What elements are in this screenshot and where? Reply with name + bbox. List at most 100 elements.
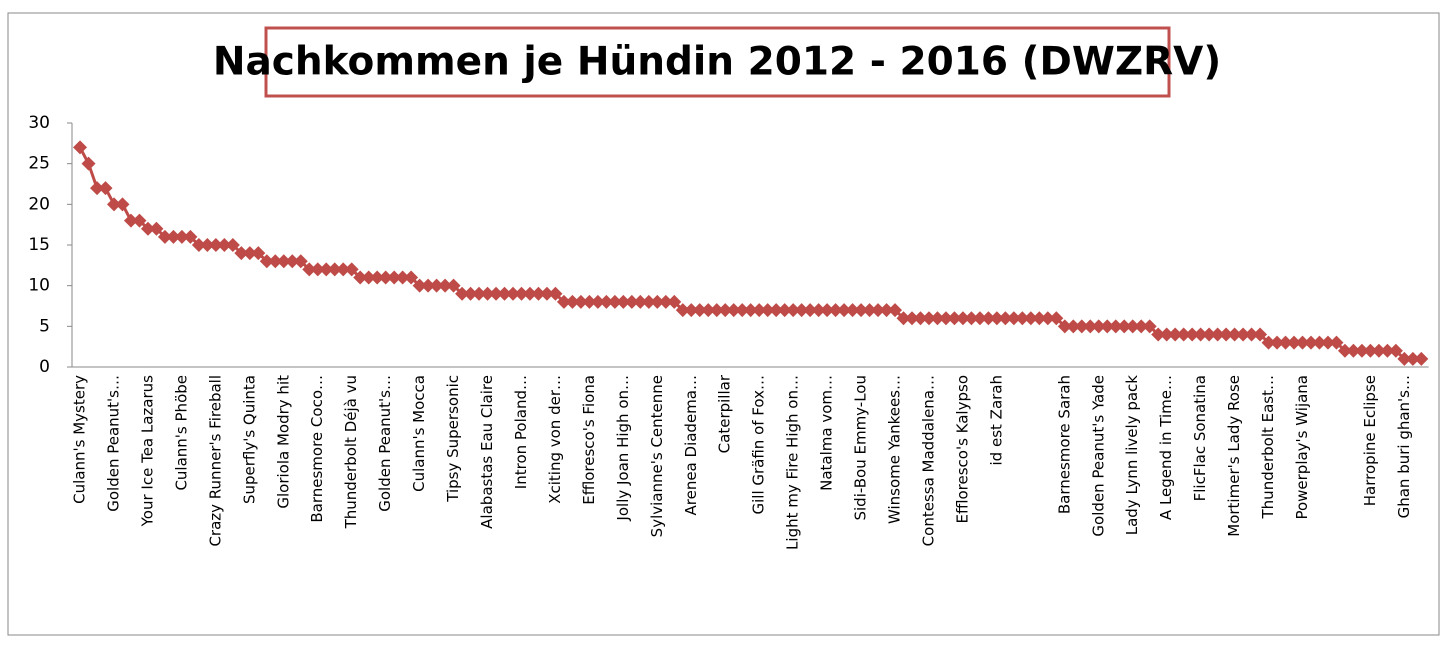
marker (166, 229, 181, 244)
marker (692, 303, 707, 318)
marker (268, 254, 283, 269)
marker (1219, 327, 1234, 342)
marker (421, 278, 436, 293)
marker (480, 286, 495, 301)
marker (1371, 343, 1386, 358)
marker (404, 270, 419, 285)
marker (879, 303, 894, 318)
marker (1380, 343, 1395, 358)
marker (1142, 319, 1157, 334)
x-tick-label: Mortimer's Lady Rose (1225, 375, 1243, 537)
x-tick-label: Harropine Eclipse (1361, 375, 1379, 506)
marker (505, 286, 520, 301)
marker (769, 303, 784, 318)
marker (1363, 343, 1378, 358)
marker (107, 197, 122, 212)
marker (998, 311, 1013, 326)
marker (1176, 327, 1191, 342)
marker (395, 270, 410, 285)
marker (1346, 343, 1361, 358)
marker (412, 278, 427, 293)
x-tick-label: Culann's Mystery (71, 375, 89, 504)
marker (1227, 327, 1242, 342)
marker (1151, 327, 1166, 342)
marker (1074, 319, 1089, 334)
marker (1261, 335, 1276, 350)
marker (888, 303, 903, 318)
marker (658, 294, 673, 309)
marker (1287, 335, 1302, 350)
marker (650, 294, 665, 309)
marker (675, 303, 690, 318)
marker (760, 303, 775, 318)
x-tick-label: Effloresco's Fiona (580, 375, 598, 505)
x-tick-label: Gloriola Modry hit (274, 375, 292, 509)
marker (217, 238, 232, 252)
marker (489, 286, 504, 301)
marker (845, 303, 860, 318)
marker (98, 181, 113, 196)
y-tick-label: 10 (28, 276, 50, 296)
marker (539, 286, 554, 301)
marker (1303, 335, 1318, 350)
marker (1278, 335, 1293, 350)
marker (607, 294, 622, 309)
marker (794, 303, 809, 318)
marker (1405, 351, 1420, 366)
x-tick-label: Culann's Mocca (410, 375, 428, 492)
marker (667, 294, 682, 309)
marker (803, 303, 818, 318)
marker (896, 311, 911, 326)
marker (472, 286, 487, 301)
marker (157, 229, 172, 244)
marker (1312, 335, 1327, 350)
x-tick-label: Arenea Diadema… (682, 375, 700, 516)
marker (285, 254, 300, 269)
marker (1049, 311, 1064, 326)
x-tick-label: Light my Fire High on… (784, 375, 802, 550)
marker (174, 229, 189, 244)
marker (624, 294, 639, 309)
x-tick-label: Powerplay's Wijana (1293, 375, 1311, 520)
marker (370, 270, 385, 285)
marker (200, 238, 215, 252)
marker (989, 311, 1004, 326)
marker (302, 262, 317, 277)
marker (387, 270, 402, 285)
marker (1108, 319, 1123, 334)
marker (964, 311, 979, 326)
marker (786, 303, 801, 318)
marker (353, 270, 368, 285)
marker (344, 262, 359, 277)
x-tick-label: Barnesmore Coco… (308, 375, 326, 523)
marker (930, 311, 945, 326)
x-tick-label: Jolly Joan High on… (614, 375, 632, 522)
marker (1329, 335, 1344, 350)
marker (497, 286, 512, 301)
marker (718, 303, 733, 318)
marker (149, 221, 164, 236)
marker (1397, 351, 1412, 366)
marker (1354, 343, 1369, 358)
marker (811, 303, 826, 318)
marker (641, 294, 656, 309)
marker (556, 294, 571, 309)
marker (1134, 319, 1149, 334)
x-tick-label: id est Zarah (987, 375, 1005, 465)
marker (1006, 311, 1021, 326)
marker (921, 311, 936, 326)
marker (701, 303, 716, 318)
marker (854, 303, 869, 318)
marker (871, 303, 886, 318)
marker (1057, 319, 1072, 334)
marker (438, 278, 453, 293)
y-tick-label: 25 (28, 154, 50, 174)
y-tick-label: 30 (28, 113, 50, 133)
marker (81, 156, 96, 171)
marker (446, 278, 461, 293)
x-tick-label: Effloresco's Kalypso (953, 375, 971, 524)
marker (1125, 319, 1140, 334)
marker (455, 286, 470, 301)
